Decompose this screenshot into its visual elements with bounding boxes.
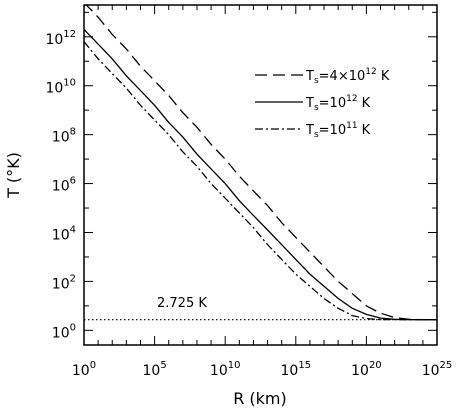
y-tick-label: 104	[52, 224, 76, 243]
x-tick-label: 1025	[422, 360, 453, 379]
x-tick-label: 1010	[210, 360, 241, 379]
x-tick-label: 105	[142, 360, 166, 379]
series-line-dashdot	[84, 41, 437, 321]
series-line-dashed	[85, 5, 437, 321]
axis-ticks	[83, 5, 438, 345]
plot-frame	[83, 4, 438, 346]
y-tick-label: 1010	[45, 78, 76, 97]
x-tick-labels: 100 105 1010 1015 1020 1025	[72, 360, 452, 379]
x-tick-label: 1020	[351, 360, 382, 379]
y-tick-label: 108	[52, 127, 76, 146]
legend: Ts=4×1012 K Ts=1012 K Ts=1011 K	[255, 67, 390, 140]
x-tick-label: 100	[72, 360, 96, 379]
legend-entry-label: Ts=1012 K	[305, 94, 371, 113]
series-lines	[84, 5, 437, 321]
x-axis-label: R (km)	[233, 389, 287, 408]
y-tick-labels: 100 102 104 106 108 1010 1012	[45, 29, 76, 342]
y-tick-label: 102	[52, 273, 76, 292]
y-tick-label: 100	[52, 322, 76, 341]
y-tick-label: 106	[52, 176, 76, 195]
y-axis-label: T (°K)	[4, 152, 23, 199]
series-line-solid	[84, 29, 437, 321]
x-tick-label: 1015	[281, 360, 312, 379]
reference-line-label: 2.725 K	[157, 296, 207, 311]
y-tick-label: 1012	[45, 29, 76, 48]
legend-entry-label: Ts=1011 K	[305, 121, 371, 140]
legend-entry-label: Ts=4×1012 K	[305, 67, 390, 86]
